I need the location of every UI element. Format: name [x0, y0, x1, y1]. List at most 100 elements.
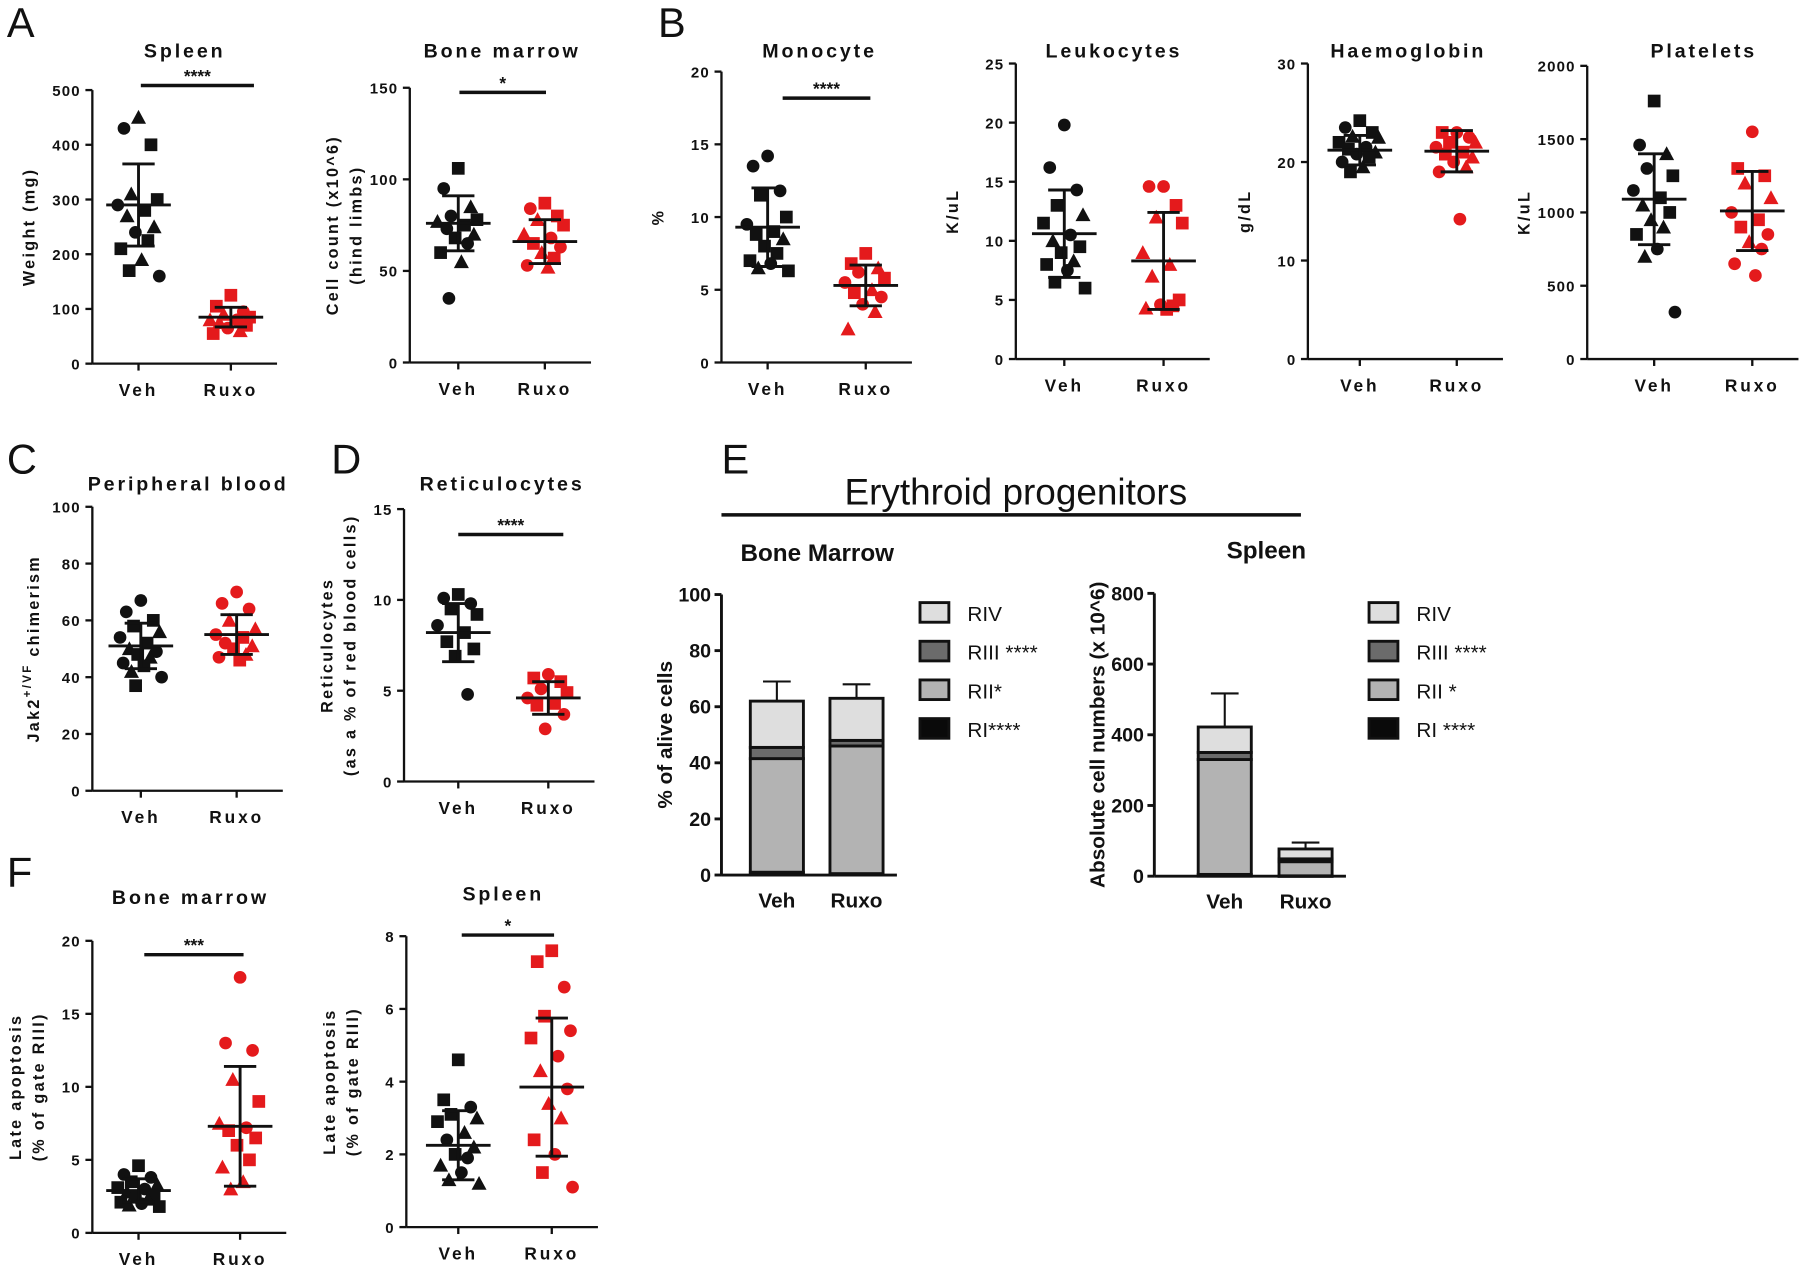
data-point-ruxo: [1432, 165, 1446, 179]
legend-label: RII*: [967, 680, 1002, 703]
y-axis-label: Jak2+/VF chimerism: [22, 555, 43, 743]
data-point-veh: [1045, 233, 1061, 248]
data-point-veh: [1075, 207, 1091, 222]
data-point-veh: [1647, 94, 1661, 108]
x-tick-label: Veh: [121, 807, 160, 827]
data-point-veh: [1635, 197, 1651, 212]
data-point-ruxo: [527, 1133, 541, 1147]
y-axis-label: Late apoptosis: [321, 1008, 339, 1154]
y-axis-label: %: [650, 209, 668, 226]
y-tick-label: 600: [1111, 654, 1144, 676]
y-axis-label: (as a % of red blood cells): [342, 514, 360, 776]
y-tick-label: 1500: [1538, 132, 1576, 149]
y-axis-label: (% of gate RIII): [30, 1012, 48, 1161]
chart-title: Reticulocytes: [420, 474, 585, 496]
data-point-veh: [775, 231, 791, 246]
data-point-veh: [141, 234, 155, 247]
chart-title: Spleen: [144, 41, 226, 63]
data-point-ruxo: [225, 1072, 241, 1086]
y-tick-label: 0: [385, 1220, 395, 1237]
bar-segment-rii: [1277, 860, 1334, 878]
y-tick-label: 0: [995, 352, 1005, 369]
chart-title: Bone marrow: [112, 887, 269, 909]
data-point-ruxo: [1725, 206, 1738, 219]
data-point-ruxo: [1142, 180, 1156, 193]
y-tick-label: 0: [71, 1226, 81, 1243]
x-tick-label: Ruxo: [1725, 375, 1780, 395]
data-point-veh: [779, 210, 793, 224]
data-point-veh: [1637, 248, 1653, 263]
x-tick-label: Ruxo: [838, 379, 893, 399]
x-tick-label: Veh: [1634, 375, 1673, 395]
data-point-ruxo: [541, 1095, 557, 1110]
panel-letter-A: A: [7, 0, 35, 46]
x-tick-label: Veh: [1206, 891, 1243, 914]
chart-F-bone-marrow: Bone marrow 0 5 10 15 20 Veh Ruxo Late apoptosis…: [7, 887, 287, 1269]
data-point-ruxo: [1148, 209, 1164, 224]
data-point-ruxo: [233, 970, 247, 984]
x-tick-label: Ruxo: [1136, 375, 1191, 395]
data-point-veh: [152, 624, 168, 639]
data-point-veh: [1344, 165, 1357, 179]
y-axis-label: (hind limbs): [347, 166, 365, 285]
erythroid-title: Erythroid progenitors: [844, 471, 1187, 512]
legend-swatch-ri: [918, 717, 951, 740]
data-point-veh: [134, 252, 150, 267]
data-point-ruxo: [523, 202, 537, 215]
data-point-veh: [467, 642, 481, 656]
data-point-veh: [113, 631, 127, 644]
data-point-ruxo: [1763, 190, 1779, 205]
x-tick-label: Veh: [119, 380, 158, 400]
data-point-ruxo: [1453, 212, 1467, 226]
y-tick-label: 50: [379, 264, 398, 281]
bar-segment-riv: [1277, 847, 1334, 861]
y-axis-label: Reticulocytes: [318, 578, 336, 713]
y-tick-label: 200: [1111, 795, 1144, 817]
x-tick-label: Veh: [439, 1243, 478, 1263]
y-tick-label: 0: [1133, 866, 1144, 888]
y-tick-label: 40: [62, 670, 81, 687]
y-tick-label: 100: [370, 172, 399, 189]
data-point-ruxo: [867, 304, 883, 318]
data-point-ruxo: [202, 312, 218, 327]
data-point-veh: [150, 193, 164, 206]
y-axis-label: % of alive cells: [654, 661, 677, 809]
chart-title: Peripheral blood: [88, 474, 289, 496]
y-axis-label: Cell count (x10^6): [324, 135, 342, 315]
data-point-veh: [437, 1093, 451, 1107]
data-point-ruxo: [874, 290, 888, 304]
x-tick-label: Veh: [439, 379, 478, 399]
y-tick-label: 0: [700, 355, 710, 372]
y-axis-label: g/dL: [1236, 190, 1254, 233]
data-point-ruxo: [538, 196, 552, 210]
y-tick-label: 400: [52, 138, 81, 155]
x-tick-label: Ruxo: [1429, 375, 1484, 395]
data-point-ruxo: [236, 631, 250, 644]
chart-B-haemoglobin: Haemoglobin 0 10 20 30 Veh Ruxo g/dL: [1236, 41, 1503, 395]
x-tick-label: Ruxo: [213, 1249, 268, 1269]
data-point-veh: [1353, 114, 1367, 128]
y-axis-label: K/uL: [1515, 190, 1533, 235]
data-point-ruxo: [1464, 149, 1480, 164]
bar-segment-riv: [748, 699, 805, 749]
data-point-ruxo: [224, 288, 238, 302]
y-axis-label: Absolute cell numbers (x 10^6): [1087, 582, 1110, 888]
data-point-veh: [121, 1197, 137, 1212]
data-point-ruxo: [878, 271, 891, 285]
data-point-veh: [146, 614, 160, 627]
y-tick-label: 0: [389, 355, 399, 372]
data-point-ruxo: [219, 1036, 232, 1050]
data-point-veh: [1037, 216, 1050, 230]
y-tick-label: 20: [691, 64, 710, 81]
data-point-ruxo: [564, 1024, 577, 1038]
data-point-ruxo: [244, 638, 260, 653]
data-point-ruxo: [242, 602, 256, 616]
y-tick-label: 5: [71, 1153, 81, 1170]
y-tick-label: 0: [1287, 352, 1297, 369]
data-point-veh: [1048, 275, 1062, 289]
data-point-veh: [114, 1195, 128, 1209]
chart-title: Spleen: [1227, 538, 1306, 565]
y-tick-label: 80: [689, 641, 711, 663]
